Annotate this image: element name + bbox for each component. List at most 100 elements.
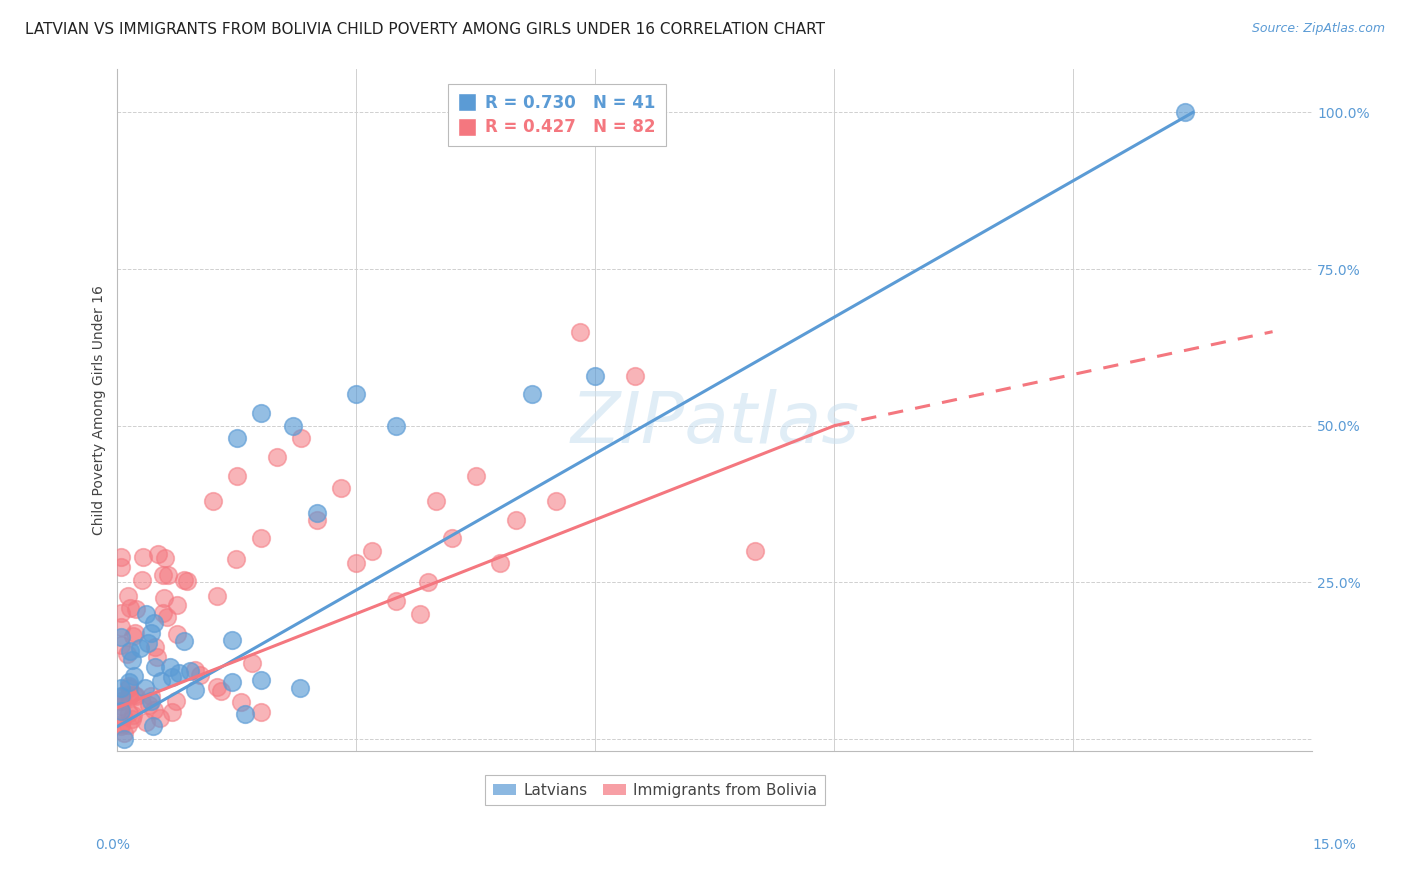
Point <box>361 544 384 558</box>
Point <box>110 690 132 704</box>
Point <box>124 626 146 640</box>
Point <box>173 634 195 648</box>
Point <box>118 706 141 721</box>
Point <box>110 681 132 695</box>
Point <box>143 703 166 717</box>
Point <box>231 695 253 709</box>
Point <box>110 560 132 574</box>
Point <box>152 568 174 582</box>
Point <box>1174 105 1197 120</box>
Point <box>110 698 132 713</box>
Point <box>249 705 271 719</box>
Point <box>139 690 162 704</box>
Point <box>544 493 567 508</box>
Point <box>290 431 312 445</box>
Point <box>117 688 139 702</box>
Point <box>118 681 141 696</box>
Point <box>624 368 647 383</box>
Point <box>235 707 257 722</box>
Point <box>165 693 187 707</box>
Point <box>139 694 162 708</box>
Point <box>157 567 180 582</box>
Point <box>250 532 273 546</box>
Point <box>465 468 488 483</box>
Point <box>160 669 183 683</box>
Point <box>288 681 311 696</box>
Point <box>132 550 155 565</box>
Point <box>179 665 201 679</box>
Point <box>225 551 247 566</box>
Point <box>305 507 328 521</box>
Text: ZIPatlas: ZIPatlas <box>571 389 859 458</box>
Point <box>110 716 132 731</box>
Point <box>142 719 165 733</box>
Point <box>118 680 141 694</box>
Point <box>145 660 167 674</box>
Point <box>184 664 207 678</box>
Point <box>110 620 132 634</box>
Point <box>209 684 232 698</box>
Point <box>166 598 188 612</box>
Point <box>188 668 211 682</box>
Point <box>110 550 132 565</box>
Point <box>117 589 139 603</box>
Point <box>129 641 152 656</box>
Point <box>266 450 288 464</box>
Point <box>125 602 148 616</box>
Point <box>136 636 159 650</box>
Point <box>305 513 328 527</box>
Point <box>148 547 170 561</box>
Point <box>110 630 132 644</box>
Point <box>135 715 157 730</box>
Point <box>110 704 132 718</box>
Point <box>226 431 249 445</box>
Point <box>226 468 249 483</box>
Y-axis label: Child Poverty Among Girls Under 16: Child Poverty Among Girls Under 16 <box>93 285 107 535</box>
Point <box>121 707 143 722</box>
Point <box>505 513 527 527</box>
Point <box>122 668 145 682</box>
Point <box>122 629 145 643</box>
Point <box>149 711 172 725</box>
Point <box>425 493 447 508</box>
Point <box>207 680 229 694</box>
Point <box>152 591 174 605</box>
Point <box>110 689 132 703</box>
Point <box>568 325 591 339</box>
Point <box>489 557 512 571</box>
Point <box>385 594 408 608</box>
Point <box>118 690 141 704</box>
Point <box>329 481 352 495</box>
Point <box>110 606 132 620</box>
Point <box>143 616 166 631</box>
Point <box>441 532 464 546</box>
Point <box>520 387 543 401</box>
Point <box>121 653 143 667</box>
Point <box>744 544 766 558</box>
Point <box>221 632 243 647</box>
Point <box>346 557 368 571</box>
Point <box>110 638 132 652</box>
Point <box>240 656 263 670</box>
Point <box>281 418 304 433</box>
Point <box>146 649 169 664</box>
Point <box>112 708 135 723</box>
Point <box>176 574 198 588</box>
Point <box>135 607 157 621</box>
Point <box>409 607 432 621</box>
Point <box>138 698 160 712</box>
Point <box>131 696 153 710</box>
Point <box>167 666 190 681</box>
Point <box>205 589 228 603</box>
Point <box>125 690 148 704</box>
Point <box>112 731 135 746</box>
Point <box>110 719 132 733</box>
Point <box>173 573 195 587</box>
Point <box>134 681 156 695</box>
Point <box>160 705 183 719</box>
Point <box>202 493 225 508</box>
Point <box>117 718 139 732</box>
Point <box>150 673 173 688</box>
Point <box>418 575 440 590</box>
Point <box>583 368 606 383</box>
